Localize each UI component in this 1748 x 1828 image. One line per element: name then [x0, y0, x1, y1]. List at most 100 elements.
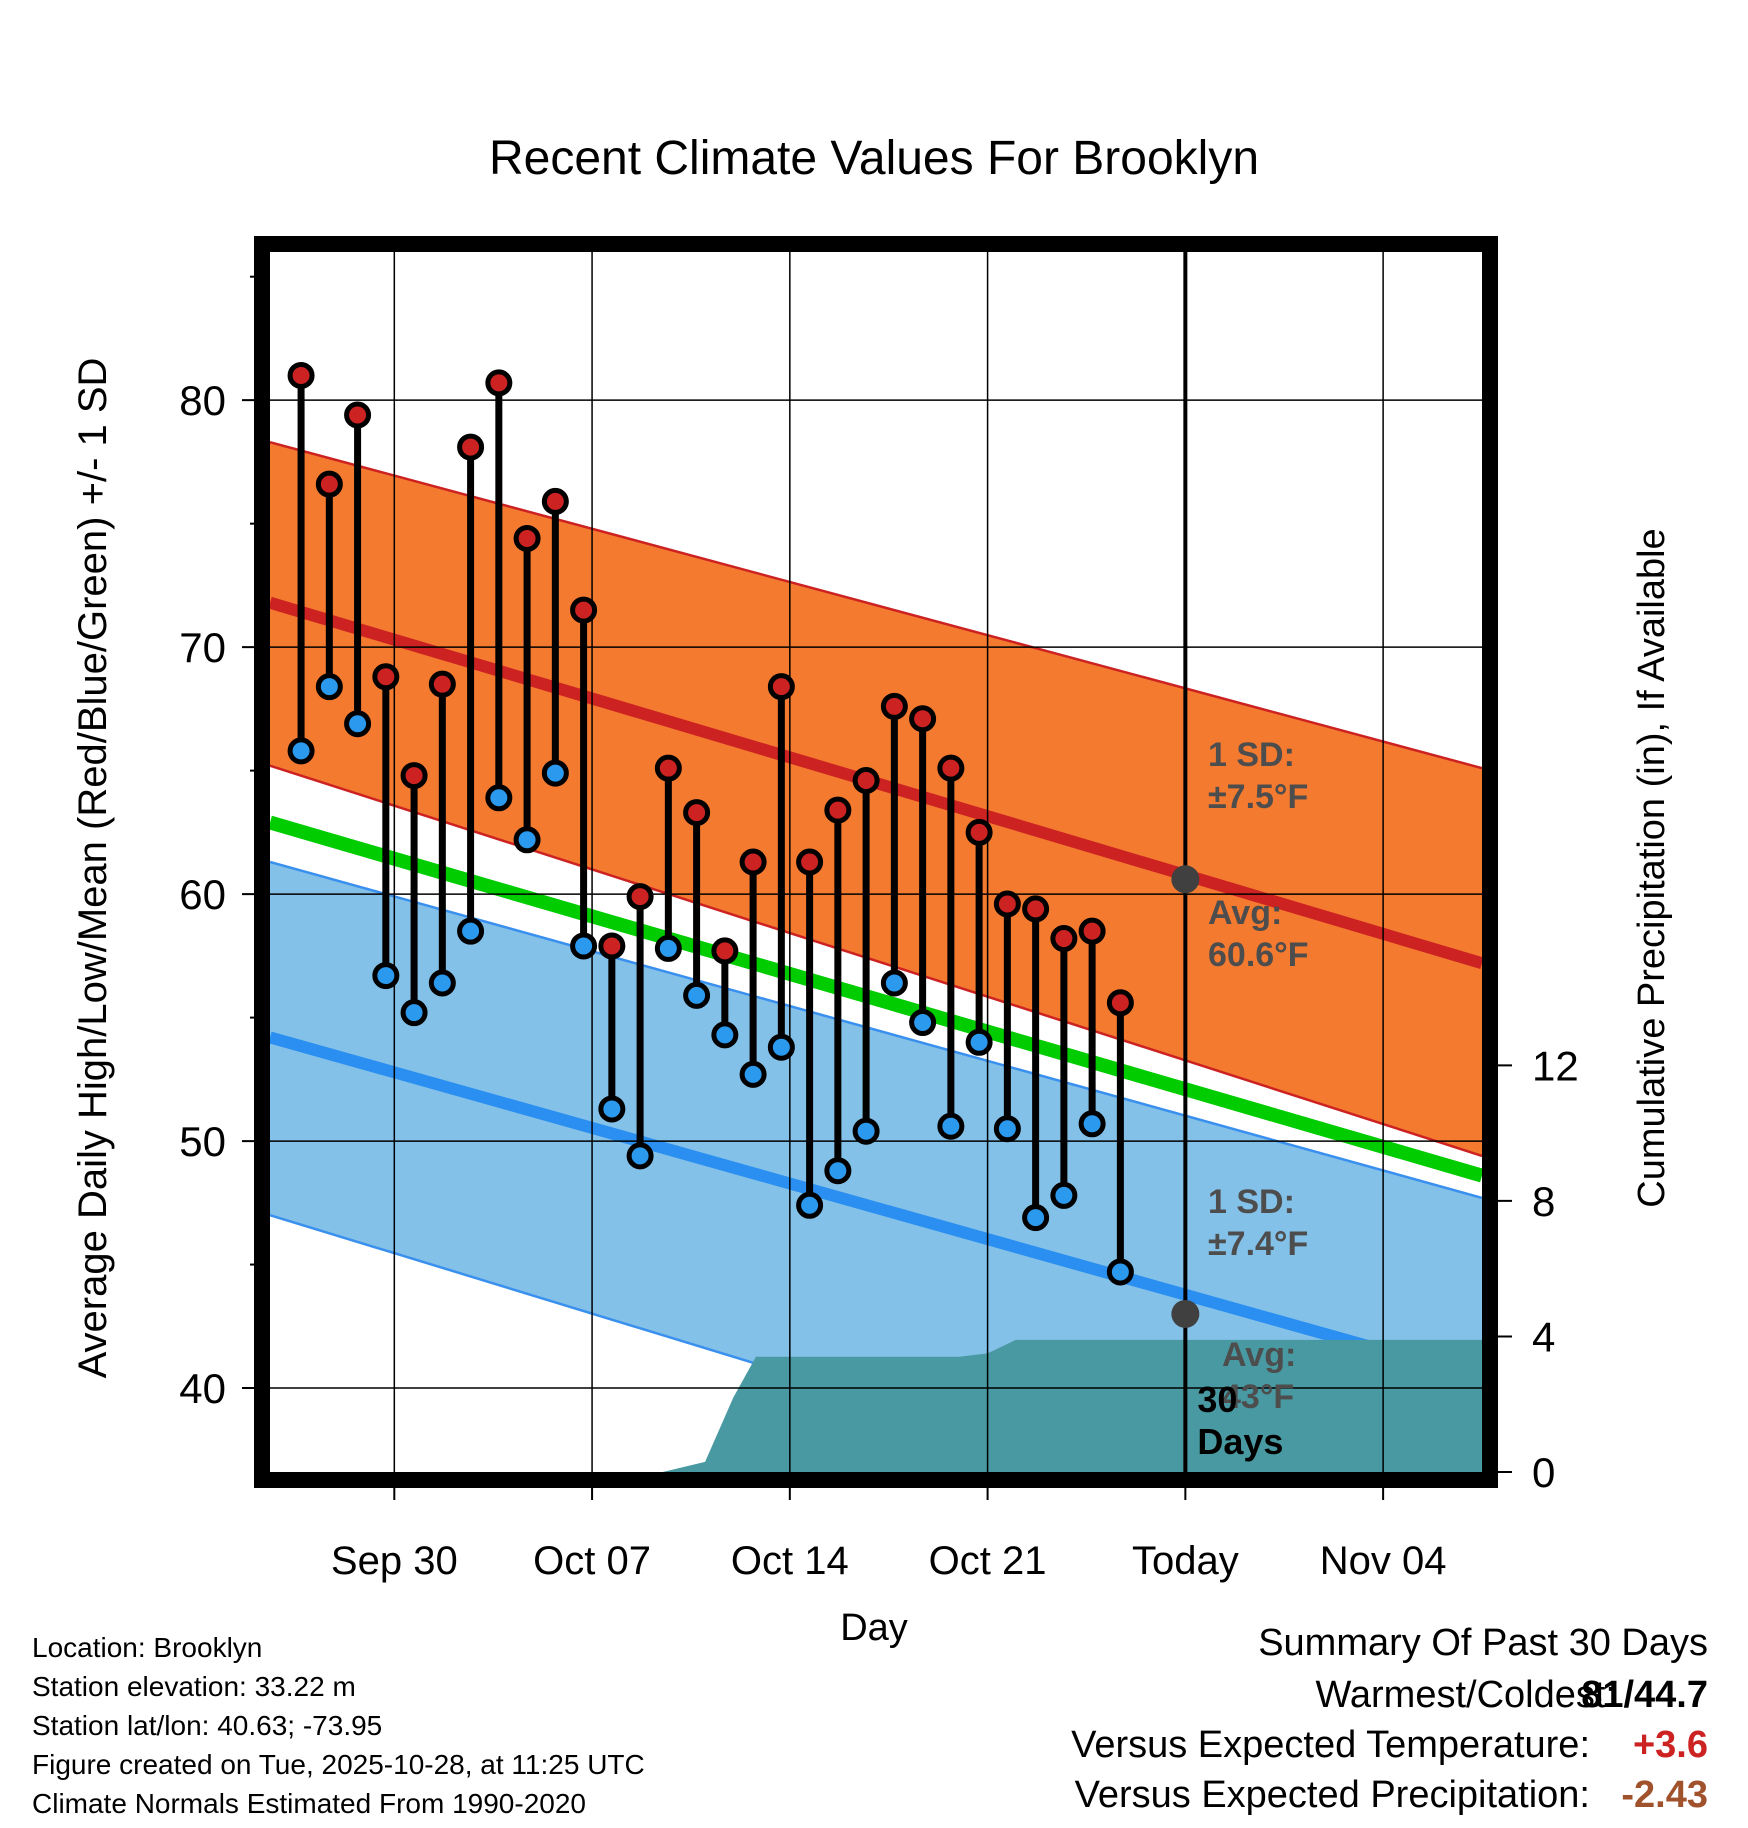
x-tick-label: Oct 07 — [533, 1539, 651, 1583]
low-temp-point — [400, 999, 428, 1027]
summary-precip-value: -2.43 — [1621, 1774, 1708, 1816]
today-high-avg-dot — [1171, 865, 1200, 894]
low-temp-point — [824, 1157, 852, 1185]
high-temp-point — [993, 890, 1021, 918]
low-temp-point — [909, 1009, 937, 1037]
plot-area: 1 SD: ±7.5°F Avg: 60.6°F 1 SD: ±7.4°F Avg: 43°F… — [270, 252, 1482, 1472]
summary-warmest-value: 81/44.7 — [1581, 1674, 1708, 1716]
summary-title: Summary Of Past 30 Days — [1258, 1622, 1708, 1664]
high-sd-band — [270, 442, 1482, 1156]
low-temp-point — [485, 784, 513, 812]
summary-temp-label: Versus Expected Temperature: — [1071, 1724, 1590, 1766]
x-tick-label: Oct 14 — [731, 1539, 849, 1583]
high-sd-annotation: 1 SD: ±7.5°F — [1208, 736, 1308, 816]
today-days-label2: Days — [1197, 1421, 1283, 1462]
low-temp-point — [683, 981, 711, 1009]
low-temp-point — [513, 826, 541, 854]
low-temp-point — [457, 917, 485, 945]
high-temp-point — [541, 487, 569, 515]
y-tick-label: 80 — [179, 377, 226, 424]
high-temp-point — [852, 767, 880, 795]
y-axis-label: Average Daily High/Low/Mean (Red/Blue/Gr… — [71, 358, 115, 1379]
y2-tick-label: 12 — [1532, 1042, 1579, 1089]
y-tick-label: 60 — [179, 871, 226, 918]
y-tick-label: 70 — [179, 624, 226, 671]
low-temp-point — [965, 1028, 993, 1056]
low-temp-point — [598, 1095, 626, 1123]
low-temp-point — [626, 1142, 654, 1170]
y2-tick-label: 0 — [1532, 1449, 1555, 1496]
y-tick-label: 40 — [179, 1365, 226, 1412]
low-temp-point — [287, 737, 315, 765]
high-temp-point — [428, 670, 456, 698]
high-temp-point — [1050, 925, 1078, 953]
low-temp-point — [937, 1112, 965, 1140]
high-temp-point — [287, 361, 315, 389]
high-temp-point — [344, 401, 372, 429]
info-elevation: Station elevation: 33.22 m — [32, 1671, 356, 1702]
high-temp-point — [626, 883, 654, 911]
high-avg-annotation-line: 60.6°F — [1208, 936, 1309, 974]
chart-title: Recent Climate Values For Brooklyn — [489, 132, 1259, 185]
x-tick-label: Today — [1132, 1539, 1239, 1583]
low-temp-point — [852, 1117, 880, 1145]
x-tick-label: Nov 04 — [1320, 1539, 1447, 1583]
high-temp-point — [1078, 917, 1106, 945]
high-temp-point — [880, 692, 908, 720]
info-normals: Climate Normals Estimated From 1990-2020 — [32, 1788, 586, 1819]
low-temp-point — [993, 1115, 1021, 1143]
low-sd-annotation: 1 SD: ±7.4°F — [1208, 1183, 1308, 1263]
high-temp-point — [824, 796, 852, 824]
y2-tick-label: 8 — [1532, 1178, 1555, 1225]
low-temp-point — [1050, 1181, 1078, 1209]
high-temp-point — [598, 932, 626, 960]
high-temp-point — [315, 470, 343, 498]
high-temp-point — [654, 754, 682, 782]
y-tick-label: 50 — [179, 1118, 226, 1165]
high-avg-annotation-line: Avg: — [1208, 894, 1282, 932]
low-temp-point — [541, 759, 569, 787]
low-temp-point — [654, 934, 682, 962]
today-low-avg-dot — [1171, 1299, 1200, 1328]
high-temp-point — [372, 663, 400, 691]
high-temp-point — [570, 596, 598, 624]
high-temp-point — [965, 818, 993, 846]
high-temp-point — [1106, 989, 1134, 1017]
low-temp-point — [739, 1060, 767, 1088]
low-temp-point — [880, 969, 908, 997]
low-sd-annotation-line: 1 SD: — [1208, 1183, 1295, 1221]
low-sd-annotation-line: ±7.4°F — [1208, 1225, 1308, 1263]
high-temp-point — [485, 369, 513, 397]
low-avg-annotation-line: 43°F — [1222, 1378, 1294, 1416]
low-temp-point — [1078, 1110, 1106, 1138]
y2-tick-label: 4 — [1532, 1313, 1555, 1360]
high-sd-annotation-line: 1 SD: — [1208, 736, 1295, 774]
y2-axis-label: Cumulative Precipitation (in), If Availa… — [1631, 528, 1673, 1207]
high-temp-point — [937, 754, 965, 782]
low-temp-point — [1106, 1258, 1134, 1286]
high-temp-point — [683, 799, 711, 827]
high-avg-annotation: Avg: 60.6°F — [1208, 894, 1309, 974]
low-avg-annotation: Avg: 43°F — [1222, 1336, 1296, 1416]
summary-warmest-label: Warmest/Coldest: — [1315, 1674, 1616, 1716]
high-temp-point — [909, 705, 937, 733]
low-temp-point — [372, 962, 400, 990]
low-temp-point — [315, 673, 343, 701]
high-sd-annotation-line: ±7.5°F — [1208, 778, 1308, 816]
x-tick-label: Sep 30 — [331, 1539, 458, 1583]
high-temp-point — [739, 848, 767, 876]
high-temp-point — [513, 524, 541, 552]
high-temp-point — [457, 433, 485, 461]
low-temp-point — [767, 1033, 795, 1061]
high-temp-point — [400, 762, 428, 790]
x-tick-label: Oct 21 — [929, 1539, 1047, 1583]
info-latlon: Station lat/lon: 40.63; -73.95 — [32, 1710, 383, 1741]
high-temp-point — [796, 848, 824, 876]
precipitation-area — [270, 1339, 1482, 1472]
summary-temp-value: +3.6 — [1632, 1724, 1708, 1766]
low-avg-annotation-line: Avg: — [1222, 1336, 1296, 1374]
low-normal-line — [270, 1031, 1482, 1384]
high-temp-point — [767, 673, 795, 701]
low-temp-point — [570, 932, 598, 960]
low-temp-point — [428, 969, 456, 997]
